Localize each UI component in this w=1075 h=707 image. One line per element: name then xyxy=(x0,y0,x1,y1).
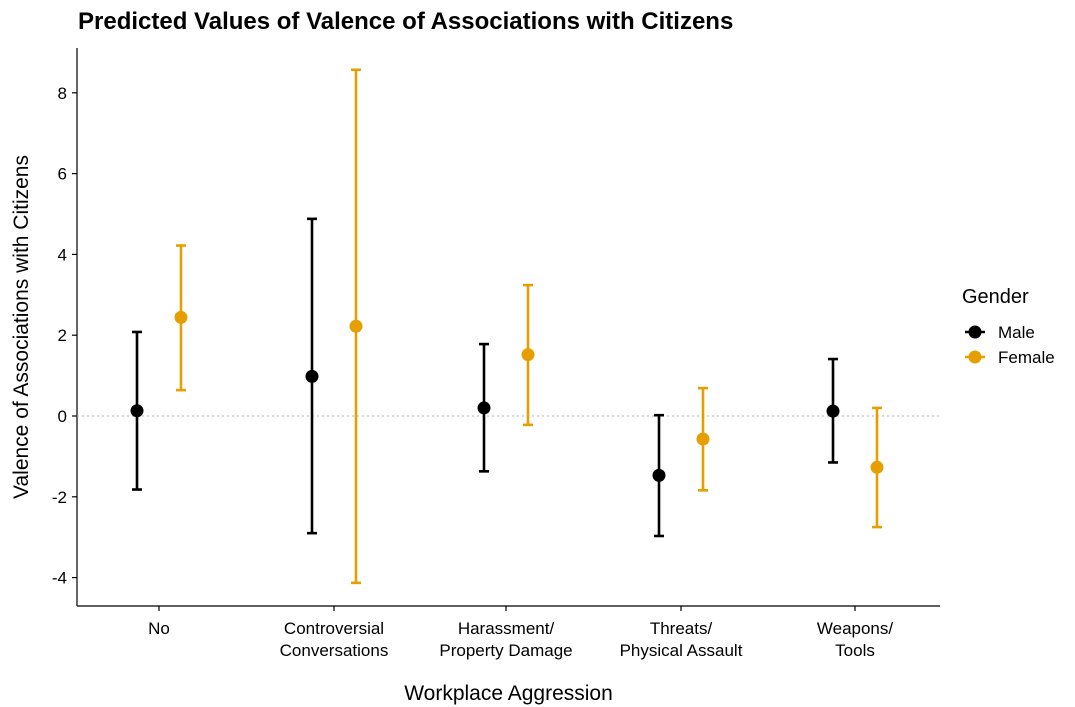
errorbar-female xyxy=(696,386,710,492)
x-tick-label: No xyxy=(148,619,170,638)
legend-key-point xyxy=(968,350,982,364)
point-female xyxy=(870,460,884,474)
y-tick-label: 4 xyxy=(58,245,67,264)
point-female xyxy=(174,310,188,324)
errorbar-male xyxy=(477,342,491,473)
point-female xyxy=(521,348,535,362)
x-tick-label: Controversial xyxy=(284,619,384,638)
x-axis-ticks: No Controversial Conversations Harassment/P… xyxy=(148,606,893,660)
y-tick-label: 6 xyxy=(58,165,67,184)
y-tick-label: 0 xyxy=(58,407,67,426)
point-male xyxy=(826,404,840,418)
y-axis-ticks: -4 -2 0 2 4 6 8 xyxy=(52,84,77,588)
errorbar-female xyxy=(174,244,188,392)
x-tick-label: Threats/ xyxy=(650,619,713,638)
chart-title: Predicted Values of Valence of Associati… xyxy=(78,8,733,35)
x-tick-label: Conversations xyxy=(280,641,389,660)
errorbar-male xyxy=(652,413,666,538)
errorbar-female xyxy=(870,406,884,529)
legend-label: Female xyxy=(998,348,1055,367)
x-tick-label: Tools xyxy=(835,641,875,660)
y-tick-label: -2 xyxy=(52,488,67,507)
legend-label: Male xyxy=(998,323,1035,342)
x-tick-label: Weapons/ xyxy=(817,619,894,638)
errorbar-male xyxy=(130,330,144,491)
x-axis-title: Workplace Aggression xyxy=(404,682,613,705)
legend-item-male: Male xyxy=(965,323,1035,342)
point-male xyxy=(477,401,491,415)
y-tick-label: 2 xyxy=(58,326,67,345)
legend-key-point xyxy=(968,325,982,339)
y-axis-title: Valence of Associations with Citizens xyxy=(10,155,33,499)
point-female xyxy=(349,319,363,333)
y-tick-label: 8 xyxy=(58,84,67,103)
data-marks xyxy=(130,68,884,585)
errorbar-male xyxy=(826,357,840,464)
legend-item-female: Female xyxy=(965,348,1055,367)
errorbar-female xyxy=(349,68,363,585)
point-female xyxy=(696,432,710,446)
x-tick-label: Property Damage xyxy=(439,641,572,660)
errorbar-female xyxy=(521,283,535,427)
point-male xyxy=(652,468,666,482)
errorbar-male xyxy=(305,217,319,535)
legend: Gender Male Female xyxy=(962,286,1055,367)
legend-title: Gender xyxy=(962,286,1029,308)
point-male xyxy=(305,369,319,383)
y-tick-label: -4 xyxy=(52,569,67,588)
x-tick-label: Harassment/ xyxy=(458,619,555,638)
point-male xyxy=(130,404,144,418)
x-tick-label: Physical Assault xyxy=(620,641,743,660)
